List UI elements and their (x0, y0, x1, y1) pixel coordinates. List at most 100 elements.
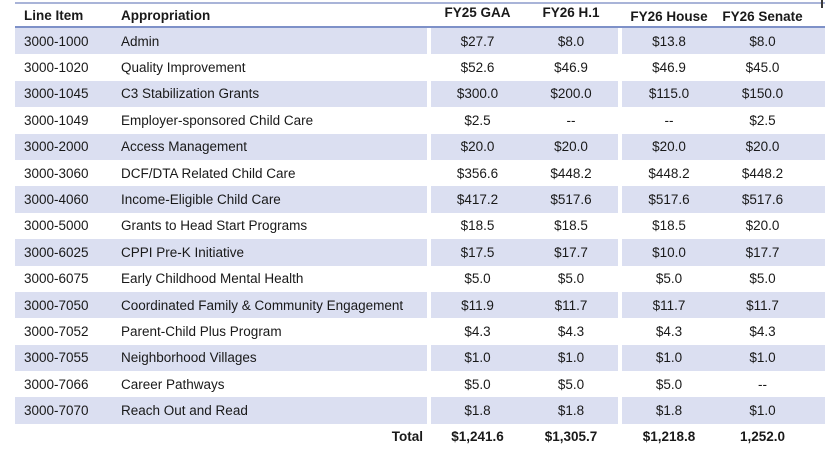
table-body: 3000-1000 Admin $27.7 $8.0 $13.8 $8.0 30… (15, 28, 825, 424)
fy26-h1-cell: $517.6 (524, 186, 618, 213)
appropriation-cell: CPPI Pre-K Initiative (118, 239, 427, 266)
fy26-senate-cell: -- (716, 371, 825, 398)
fy25-gaa-cell: $52.6 (431, 54, 524, 81)
fy26-senate-cell: $1.0 (716, 344, 825, 372)
fy26-house-cell: -- (622, 107, 716, 134)
column-gap (618, 423, 622, 449)
header-appropriation: Appropriation (118, 4, 427, 26)
header-fy26-house: FY26 House (622, 4, 716, 26)
line-item-cell: 3000-1049 (15, 107, 118, 134)
line-item-cell: 3000-3060 (15, 159, 118, 187)
fy26-house-cell: $448.2 (622, 159, 716, 187)
column-gap (618, 239, 622, 266)
fy26-h1-cell: $1.8 (524, 397, 618, 424)
column-gap (427, 212, 431, 240)
column-gap (427, 265, 431, 292)
line-item-cell: 3000-7055 (15, 344, 118, 372)
fy26-senate-cell: $150.0 (716, 80, 825, 108)
appropriation-cell: Reach Out and Read (118, 397, 427, 424)
fy26-h1-cell: -- (524, 107, 618, 134)
appropriation-cell: Income-Eligible Child Care (118, 186, 427, 213)
fy25-gaa-cell: $356.6 (431, 159, 524, 187)
fy26-h1-cell: $17.7 (524, 239, 618, 266)
total-label: Total (118, 423, 427, 449)
total-fy26-h1: $1,305.7 (524, 423, 618, 449)
fy26-senate-cell: $1.0 (716, 397, 825, 424)
appropriation-cell: Neighborhood Villages (118, 344, 427, 372)
table-row: 3000-4060 Income-Eligible Child Care $41… (15, 186, 825, 213)
column-gap (618, 318, 622, 345)
column-gap (618, 133, 622, 160)
table-row: 3000-3060 DCF/DTA Related Child Care $35… (15, 159, 825, 187)
column-gap (618, 265, 622, 292)
table-row: 3000-2000 Access Management $20.0 $20.0 … (15, 133, 825, 160)
fy26-h1-cell: $4.3 (524, 318, 618, 345)
total-fy26-senate: 1,252.0 (716, 423, 825, 449)
header-fy25-gaa-label: FY25 GAA (444, 4, 511, 20)
table-row: 3000-1049 Employer-sponsored Child Care … (15, 107, 825, 134)
table-row: 3000-1020 Quality Improvement $52.6 $46.… (15, 54, 825, 81)
fy26-house-cell: $1.0 (622, 344, 716, 372)
column-gap (427, 107, 431, 134)
line-item-cell: 3000-5000 (15, 212, 118, 240)
fy25-gaa-cell: $2.5 (431, 107, 524, 134)
fy26-h1-cell: $18.5 (524, 212, 618, 240)
fy26-house-cell: $1.8 (622, 397, 716, 424)
fy26-h1-cell: $1.0 (524, 344, 618, 372)
fy26-house-cell: $11.7 (622, 291, 716, 319)
table-row: 3000-7050 Coordinated Family & Community… (15, 291, 825, 319)
fy26-h1-cell: $8.0 (524, 28, 618, 55)
fy25-gaa-cell: $18.5 (431, 212, 524, 240)
header-fy26-house-label: FY26 House (630, 8, 708, 24)
table-row: 3000-7066 Career Pathways $5.0 $5.0 $5.0… (15, 371, 825, 398)
fy26-h1-cell: $46.9 (524, 54, 618, 81)
column-gap (427, 80, 431, 108)
column-gap (618, 397, 622, 424)
fy26-house-cell: $13.8 (622, 28, 716, 55)
header-fy25-gaa: FY25 GAA (431, 4, 524, 26)
column-gap (618, 28, 622, 55)
header-fy26-h1-label: FY26 H.1 (542, 4, 600, 20)
fy26-senate-cell: $11.7 (716, 291, 825, 319)
line-item-cell: 3000-6075 (15, 265, 118, 292)
fy25-gaa-cell: $17.5 (431, 239, 524, 266)
column-gap (427, 423, 431, 449)
column-gap (427, 291, 431, 319)
column-gap (618, 344, 622, 372)
fy25-gaa-cell: $300.0 (431, 80, 524, 108)
column-gap (618, 291, 622, 319)
column-gap (618, 212, 622, 240)
table-row: 3000-7055 Neighborhood Villages $1.0 $1.… (15, 344, 825, 372)
fy25-gaa-cell: $417.2 (431, 186, 524, 213)
line-item-cell: 3000-7066 (15, 371, 118, 398)
fy26-house-cell: $4.3 (622, 318, 716, 345)
fy26-senate-cell: $2.5 (716, 107, 825, 134)
fy25-gaa-cell: $5.0 (431, 265, 524, 292)
fy26-senate-cell: $45.0 (716, 54, 825, 81)
fy25-gaa-cell: $4.3 (431, 318, 524, 345)
fy26-senate-cell: $20.0 (716, 212, 825, 240)
total-empty-cell (15, 423, 118, 449)
column-gap (427, 186, 431, 213)
appropriation-cell: Grants to Head Start Programs (118, 212, 427, 240)
fy26-h1-cell: $5.0 (524, 371, 618, 398)
fy26-house-cell: $46.9 (622, 54, 716, 81)
column-gap (427, 318, 431, 345)
fy25-gaa-cell: $1.0 (431, 344, 524, 372)
header-fy26-senate-label: FY26 Senate (722, 8, 803, 24)
line-item-cell: 3000-1045 (15, 80, 118, 108)
appropriation-cell: Quality Improvement (118, 54, 427, 81)
table-row: 3000-1000 Admin $27.7 $8.0 $13.8 $8.0 (15, 28, 825, 55)
column-gap (427, 4, 431, 26)
stray-mark (821, 0, 823, 8)
fy26-senate-cell: $448.2 (716, 159, 825, 187)
column-gap (427, 159, 431, 187)
line-item-cell: 3000-4060 (15, 186, 118, 213)
fy25-gaa-cell: $5.0 (431, 371, 524, 398)
column-gap (427, 133, 431, 160)
table-row: 3000-7052 Parent-Child Plus Program $4.3… (15, 318, 825, 345)
line-item-cell: 3000-1020 (15, 54, 118, 81)
column-gap (427, 397, 431, 424)
header-appropriation-label: Appropriation (121, 7, 211, 23)
fy26-house-cell: $115.0 (622, 80, 716, 108)
